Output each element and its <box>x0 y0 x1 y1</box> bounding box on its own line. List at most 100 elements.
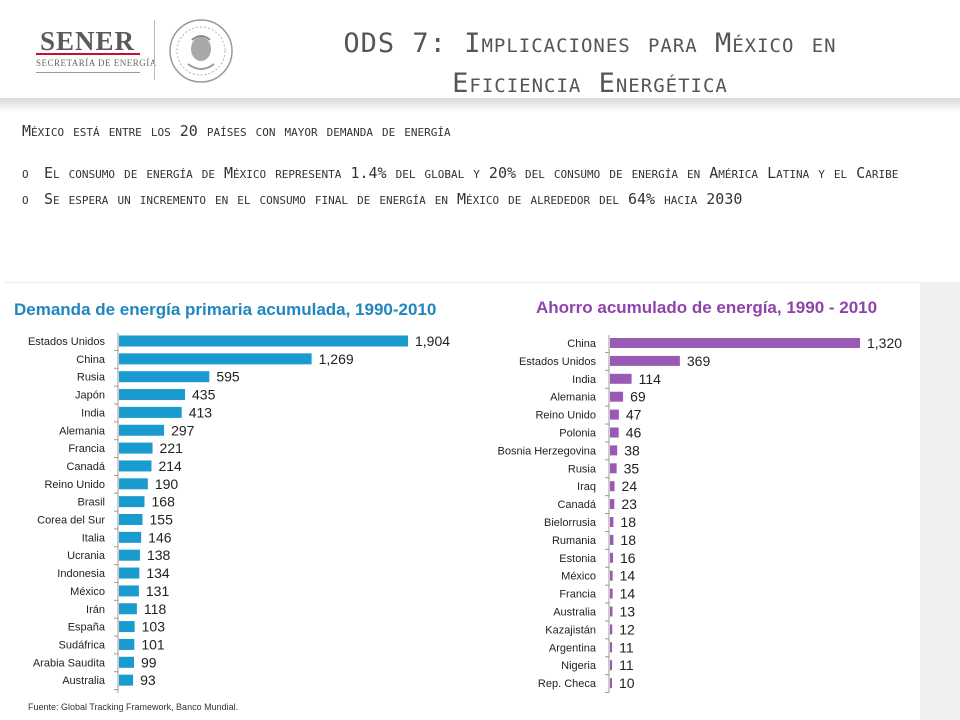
data-label: 38 <box>624 442 640 458</box>
category-label: Brasil <box>77 497 105 509</box>
category-label: Alemania <box>550 392 597 404</box>
section-subtitle: México está entre los 20 países con mayo… <box>22 122 451 140</box>
chart-bar <box>610 534 614 545</box>
logo-gray-line <box>36 72 140 73</box>
data-label: 103 <box>142 619 166 635</box>
data-label: 118 <box>144 601 167 617</box>
category-label: Ucrania <box>67 550 106 562</box>
chart-bar <box>610 445 618 456</box>
chart-bar <box>610 481 615 492</box>
header-shadow <box>0 98 960 112</box>
charts-svg: Demanda de energía primaria acumulada, 1… <box>14 298 902 697</box>
data-label: 23 <box>621 496 637 512</box>
category-label: Arabia Saudita <box>33 657 106 669</box>
chart-bar <box>610 606 613 617</box>
category-label: Estonia <box>559 553 597 565</box>
data-label: 1,320 <box>867 335 902 351</box>
logo-name: SENER <box>40 26 136 56</box>
chart-bar <box>119 496 145 508</box>
chart-bar <box>119 514 143 525</box>
data-label: 1,904 <box>415 333 450 349</box>
data-label: 155 <box>150 512 174 528</box>
data-label: 1,269 <box>319 351 354 367</box>
logo-divider <box>154 20 155 80</box>
data-label: 131 <box>146 583 170 599</box>
data-label: 13 <box>619 604 635 620</box>
category-label: Alemania <box>59 425 106 437</box>
chart-bar <box>119 389 186 401</box>
category-label: Estados Unidos <box>28 336 106 348</box>
category-label: Francia <box>68 443 106 455</box>
bullet-text: Se espera un incremento en el consumo fi… <box>44 190 743 208</box>
category-label: Nigeria <box>561 660 597 672</box>
category-label: Rusia <box>568 463 597 475</box>
data-label: 221 <box>160 440 184 456</box>
category-label: Canadá <box>557 499 596 511</box>
chart-bar <box>119 406 182 418</box>
category-label: China <box>567 338 597 350</box>
chart-title: Ahorro acumulado de energía, 1990 - 2010 <box>536 298 877 317</box>
chart-bar <box>610 338 860 348</box>
category-label: Reino Unido <box>44 479 105 491</box>
data-label: 168 <box>152 494 176 510</box>
data-label: 413 <box>189 404 213 420</box>
chart-title: Demanda de energía primaria acumulada, 1… <box>14 300 436 319</box>
data-label: 10 <box>619 675 635 691</box>
bullet-text: El consumo de energía de México represen… <box>44 164 899 182</box>
data-label: 18 <box>620 532 636 548</box>
logo-subtitle: SECRETARÍA DE ENERGÍA <box>36 58 157 68</box>
charts-panel: Demanda de energía primaria acumulada, 1… <box>4 282 920 697</box>
data-label: 69 <box>630 389 646 405</box>
title-line-1: ODS 7: Implicaciones para México en <box>343 28 837 59</box>
mexico-coat-of-arms-seal-icon <box>169 19 233 83</box>
data-label: 435 <box>192 387 216 403</box>
bullet-item: o El consumo de energía de México repres… <box>22 160 942 186</box>
data-label: 14 <box>620 568 636 584</box>
chart-bar <box>610 517 614 527</box>
bullet-item: o Se espera un incremento en el consumo … <box>22 186 942 212</box>
logo-red-line <box>36 53 140 55</box>
data-label: 93 <box>140 672 156 688</box>
data-label: 369 <box>687 353 711 369</box>
bullet-marker: o <box>22 190 29 208</box>
data-label: 99 <box>141 654 157 670</box>
chart-bar <box>119 621 135 633</box>
data-label: 46 <box>626 425 642 441</box>
right-edge-panel <box>920 282 960 720</box>
chart-bar <box>119 656 135 668</box>
data-label: 11 <box>619 657 634 673</box>
category-label: Estados Unidos <box>519 356 597 368</box>
chart-bar <box>610 678 612 689</box>
data-label: 595 <box>216 369 240 385</box>
category-label: Australia <box>62 675 106 687</box>
category-label: Polonia <box>559 428 597 440</box>
data-label: 35 <box>624 460 640 476</box>
chart-bar <box>610 570 613 581</box>
category-label: Rumania <box>552 535 597 547</box>
category-label: Francia <box>559 589 597 601</box>
bullet-marker: o <box>22 164 29 182</box>
slide-header: SENER SECRETARÍA DE ENERGÍA ODS 7: Impli… <box>0 0 960 110</box>
category-label: Australia <box>553 607 597 619</box>
source-note: Fuente: Global Tracking Framework, Banco… <box>28 702 239 712</box>
chart-bar <box>119 371 210 383</box>
chart-bar <box>610 463 617 474</box>
category-label: Reino Unido <box>535 410 596 422</box>
data-label: 47 <box>626 407 642 423</box>
data-label: 18 <box>620 514 636 530</box>
chart-bar <box>119 638 135 650</box>
category-label: Iraq <box>577 481 596 493</box>
chart-bar <box>119 603 137 615</box>
chart-bar <box>610 409 619 420</box>
chart-bar <box>610 588 613 599</box>
data-label: 11 <box>619 639 634 655</box>
category-label: Canadá <box>66 461 105 473</box>
chart-bar <box>610 624 613 635</box>
data-label: 138 <box>147 547 171 563</box>
chart-bar <box>119 585 139 597</box>
category-label: Kazajistán <box>545 624 596 636</box>
chart-bar <box>610 499 615 510</box>
category-label: Japón <box>75 390 105 402</box>
data-label: 12 <box>619 621 635 637</box>
data-label: 190 <box>155 476 179 492</box>
